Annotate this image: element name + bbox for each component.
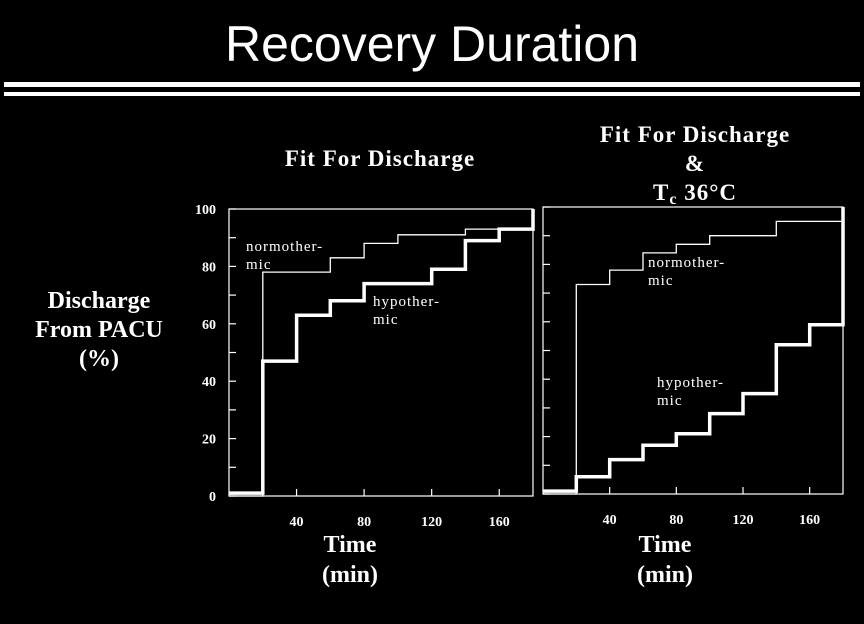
right-series-label-normothermic-line-2: mic [648, 273, 674, 289]
left-chart-title: Fit For Discharge [284, 146, 476, 171]
title-underline-rule-secondary [4, 92, 860, 96]
temperature-symbol: T [652, 180, 670, 205]
left-x-axis-label: Time (min) [270, 530, 430, 590]
left-x-tick-label-80: 80 [357, 515, 371, 530]
right-series-label-hypothermic-line-1: hypother- [657, 375, 724, 391]
left-x-tick-label-160: 160 [489, 515, 510, 530]
left-series-label-hypothermic-line-1: hypother- [373, 294, 440, 310]
y-axis-label-line-3: (%) [79, 346, 119, 372]
right-series-label-hypothermic-line-2: mic [657, 393, 683, 409]
right-x-tick-label-160: 160 [799, 513, 820, 528]
left-y-tick-label-60: 60 [202, 318, 216, 333]
left-x-axis-label-line-2: (min) [322, 562, 378, 588]
left-y-tick-label-100: 100 [195, 203, 216, 218]
slide-title: Recovery Duration [224, 16, 640, 72]
left-y-tick-label-0: 0 [209, 490, 216, 505]
left-series-label-normothermic-line-2: mic [246, 257, 272, 273]
right-title-line-1: Fit For Discharge [599, 122, 791, 147]
right-title-line-2: & [684, 151, 706, 176]
temperature-threshold: 36°C [684, 180, 737, 205]
left-series-label-normothermic-line-1: normother- [246, 239, 323, 255]
temperature-subscript: c [669, 191, 678, 208]
right-x-axis-label-line-1: Time [638, 532, 692, 558]
left-x-axis-label-line-1: Time [323, 532, 377, 558]
right-x-tick-label-40: 40 [603, 513, 617, 528]
left-y-tick-label-20: 20 [202, 433, 216, 448]
left-x-tick-label-40: 40 [290, 515, 304, 530]
right-x-tick-label-120: 120 [733, 513, 754, 528]
right-plot-frame [542, 206, 844, 495]
right-series-label-normothermic-line-1: normother- [648, 255, 725, 271]
right-series-normothermic-line [543, 207, 844, 495]
right-x-tick-label-80: 80 [669, 513, 683, 528]
title-underline-rule [4, 82, 860, 87]
right-chart-title: Fit For Discharge & Tc 36°C [545, 120, 845, 214]
right-x-axis-label-line-2: (min) [637, 562, 693, 588]
left-y-tick-label-80: 80 [202, 260, 216, 275]
left-series-normothermic-line [229, 209, 534, 497]
left-x-tick-label-120: 120 [421, 515, 442, 530]
y-axis-label-line-1: Discharge [47, 288, 151, 314]
y-axis-label: Discharge From PACU (%) [14, 287, 184, 374]
right-series-hypothermic-line [543, 207, 845, 493]
left-series-hypothermic-line [229, 209, 535, 495]
y-axis-label-line-2: From PACU [35, 317, 163, 343]
left-y-tick-label-40: 40 [202, 375, 216, 390]
right-title-line-3: Tc 36°C [545, 178, 845, 214]
right-x-axis-label: Time (min) [585, 530, 745, 590]
left-series-label-hypothermic-line-2: mic [373, 312, 399, 328]
